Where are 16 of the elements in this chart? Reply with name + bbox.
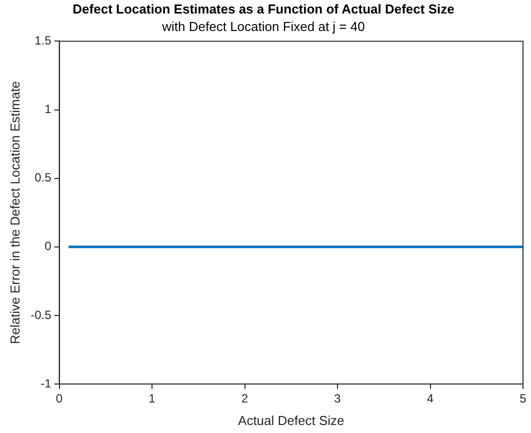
x-tick-label: 0 xyxy=(56,392,63,406)
y-tick-label: -0.5 xyxy=(30,308,52,322)
y-tick-label: 1.5 xyxy=(34,34,52,48)
x-tick-label: 3 xyxy=(334,392,342,406)
y-tick-label: -1 xyxy=(40,376,52,390)
y-tick-label: 0 xyxy=(44,239,52,254)
chart-title: Defect Location Estimates as a Function of Actual Defect Size xyxy=(72,1,454,16)
y-tick-label: 1 xyxy=(44,102,52,116)
x-tick-label: 1 xyxy=(148,392,156,406)
chart-subtitle: with Defect Location Fixed at j = 40 xyxy=(161,18,365,34)
x-tick-label: 2 xyxy=(241,392,248,406)
y-axis-title: Relative Error in the Defect Location Estimate xyxy=(7,81,22,344)
y-tick-label: 0.5 xyxy=(34,170,52,185)
x-tick-label: 5 xyxy=(520,392,527,406)
x-tick-label: 4 xyxy=(426,392,434,406)
x-axis-title: Actual Defect Size xyxy=(238,412,344,428)
